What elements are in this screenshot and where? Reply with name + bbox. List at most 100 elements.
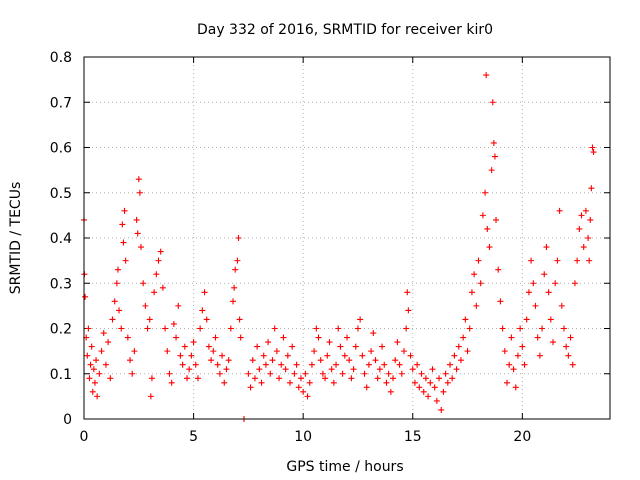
y-tick-label: 0.4 bbox=[50, 231, 72, 247]
data-point bbox=[523, 316, 530, 323]
data-point bbox=[517, 325, 524, 332]
data-point bbox=[488, 167, 495, 174]
data-point bbox=[422, 375, 429, 382]
data-point bbox=[457, 357, 464, 364]
data-point bbox=[400, 348, 407, 355]
data-point bbox=[102, 361, 109, 368]
data-point bbox=[444, 379, 451, 386]
data-point bbox=[333, 361, 340, 368]
data-point bbox=[525, 289, 532, 296]
plot-frame bbox=[83, 56, 611, 420]
data-point bbox=[379, 343, 386, 350]
data-point bbox=[532, 302, 539, 309]
data-point bbox=[451, 352, 458, 359]
data-point bbox=[135, 176, 142, 183]
data-point bbox=[109, 316, 116, 323]
data-point bbox=[429, 366, 436, 373]
data-point bbox=[184, 375, 191, 382]
data-point bbox=[404, 289, 411, 296]
data-point bbox=[262, 361, 269, 368]
data-point bbox=[302, 370, 309, 377]
data-point bbox=[563, 343, 570, 350]
data-point bbox=[136, 189, 143, 196]
data-point bbox=[124, 334, 131, 341]
data-point bbox=[468, 289, 475, 296]
data-point bbox=[216, 370, 223, 377]
data-point bbox=[260, 352, 267, 359]
data-point bbox=[543, 244, 550, 251]
data-point bbox=[271, 325, 278, 332]
data-point bbox=[486, 244, 493, 251]
data-point bbox=[295, 384, 302, 391]
data-point bbox=[370, 330, 377, 337]
data-point bbox=[284, 352, 291, 359]
data-point bbox=[223, 366, 230, 373]
data-point bbox=[385, 370, 392, 377]
data-point bbox=[144, 325, 151, 332]
data-point bbox=[131, 348, 138, 355]
data-point bbox=[304, 393, 311, 400]
data-point bbox=[383, 379, 390, 386]
data-point bbox=[175, 302, 182, 309]
data-point bbox=[352, 343, 359, 350]
x-tick-label: 20 bbox=[513, 429, 531, 445]
data-point bbox=[291, 370, 298, 377]
data-point bbox=[89, 388, 96, 395]
data-point bbox=[585, 235, 592, 241]
data-point bbox=[528, 257, 535, 264]
data-point bbox=[159, 284, 166, 291]
data-point bbox=[372, 357, 379, 364]
data-point bbox=[311, 348, 318, 355]
data-point bbox=[120, 239, 127, 246]
data-point bbox=[88, 343, 95, 350]
data-point bbox=[282, 366, 289, 373]
data-point bbox=[363, 384, 370, 391]
data-point bbox=[545, 289, 552, 296]
y-tick-label: 0.8 bbox=[50, 50, 72, 66]
data-point bbox=[365, 361, 372, 368]
data-point bbox=[276, 375, 283, 382]
data-point bbox=[508, 334, 515, 341]
data-point bbox=[552, 280, 559, 287]
data-point bbox=[337, 343, 344, 350]
data-point bbox=[308, 361, 315, 368]
data-point bbox=[82, 293, 89, 300]
data-point bbox=[580, 244, 587, 251]
data-point bbox=[319, 370, 326, 377]
data-point bbox=[293, 361, 300, 368]
data-point bbox=[100, 330, 107, 337]
data-point bbox=[179, 361, 186, 368]
data-point bbox=[473, 302, 480, 309]
data-point bbox=[390, 375, 397, 382]
data-point bbox=[466, 325, 473, 332]
data-point bbox=[306, 379, 313, 386]
data-point bbox=[499, 325, 506, 332]
data-point bbox=[510, 366, 517, 373]
data-point bbox=[177, 352, 184, 359]
data-point bbox=[142, 302, 149, 309]
data-point bbox=[219, 352, 226, 359]
data-point bbox=[587, 216, 594, 223]
data-point bbox=[254, 343, 261, 350]
data-point bbox=[462, 316, 469, 323]
x-tick-label: 0 bbox=[80, 429, 89, 445]
data-point bbox=[137, 244, 144, 251]
data-point bbox=[166, 370, 173, 377]
data-point bbox=[447, 361, 454, 368]
data-point bbox=[560, 325, 567, 332]
data-point bbox=[407, 352, 414, 359]
data-point bbox=[464, 348, 471, 355]
data-point bbox=[249, 357, 256, 364]
data-point bbox=[405, 307, 412, 314]
data-point bbox=[168, 379, 175, 386]
data-point bbox=[589, 144, 596, 151]
data-point bbox=[280, 334, 287, 341]
y-tick-label: 0.1 bbox=[50, 367, 72, 383]
data-point bbox=[490, 139, 497, 146]
data-point bbox=[232, 266, 239, 273]
data-point bbox=[85, 325, 92, 332]
data-point bbox=[392, 357, 399, 364]
data-point bbox=[148, 375, 155, 382]
x-tick-label: 10 bbox=[294, 429, 312, 445]
